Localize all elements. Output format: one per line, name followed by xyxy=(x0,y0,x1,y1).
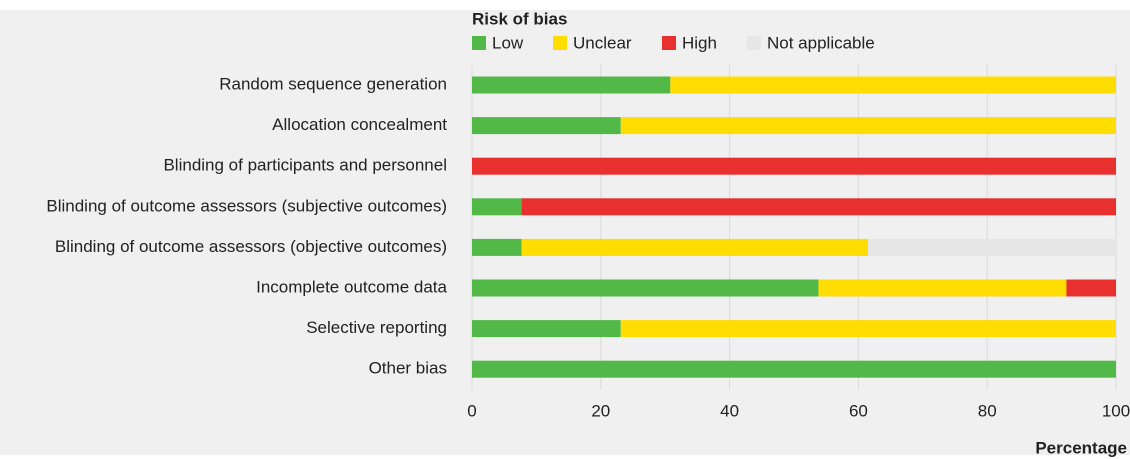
x-tick-label: 40 xyxy=(720,401,739,420)
bar-segment xyxy=(670,76,1116,94)
x-tick-label: 80 xyxy=(978,401,997,420)
y-tick-label: Blinding of participants and personnel xyxy=(163,156,447,175)
bar-segment xyxy=(868,238,1116,256)
bar-segment xyxy=(472,157,1116,175)
bar-segment xyxy=(620,117,1116,135)
bar-segment xyxy=(472,320,621,338)
bar-segment xyxy=(521,198,1116,216)
y-tick-label: Incomplete outcome data xyxy=(256,277,447,296)
legend-swatch xyxy=(553,36,567,50)
legend-label: Unclear xyxy=(573,33,632,52)
y-tick-label: Random sequence generation xyxy=(219,74,447,93)
legend-label: Low xyxy=(492,33,524,52)
legend-title: Risk of bias xyxy=(472,9,567,28)
legend-swatch xyxy=(472,36,486,50)
bar-segment xyxy=(818,279,1067,297)
bar-segment xyxy=(521,238,869,256)
y-tick-label: Blinding of outcome assessors (subjectiv… xyxy=(46,196,447,215)
x-tick-label: 0 xyxy=(467,401,476,420)
x-tick-label: 60 xyxy=(849,401,868,420)
y-tick-label: Allocation concealment xyxy=(272,115,447,134)
x-tick-label: 100 xyxy=(1102,401,1130,420)
bar-segment xyxy=(1066,279,1116,297)
bar-segment xyxy=(620,320,1116,338)
y-tick-label: Other bias xyxy=(369,359,447,378)
bar-segment xyxy=(472,279,819,297)
y-tick-label: Selective reporting xyxy=(306,318,447,337)
x-axis-label: Percentage xyxy=(1035,438,1127,457)
y-tick-label: Blinding of outcome assessors (objective… xyxy=(55,237,447,256)
legend-swatch xyxy=(747,36,761,50)
bar-segment xyxy=(472,76,671,94)
legend-label: High xyxy=(682,33,717,52)
bar-segment xyxy=(472,198,522,216)
legend-label: Not applicable xyxy=(767,33,875,52)
legend-swatch xyxy=(662,36,676,50)
bar-segment xyxy=(472,360,1116,378)
x-tick-label: 20 xyxy=(591,401,610,420)
bar-segment xyxy=(472,238,522,256)
bar-segment xyxy=(472,117,621,135)
